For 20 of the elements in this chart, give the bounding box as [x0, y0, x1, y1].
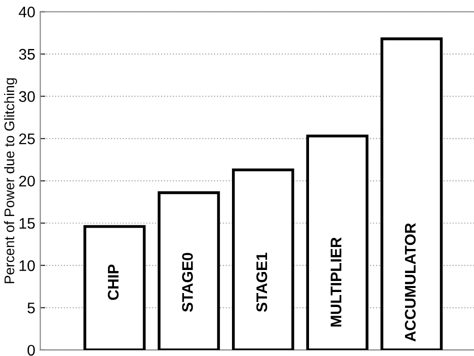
- bar: [83, 225, 146, 350]
- x-tick-label: STAGE0: [182, 252, 193, 312]
- y-tick-label: 30: [19, 91, 35, 102]
- x-tick-label: ACCUMULATOR: [404, 223, 416, 342]
- x-tick-label: CHIP: [108, 264, 119, 300]
- y-tick-label: 15: [20, 218, 35, 229]
- bar: [306, 134, 368, 350]
- y-axis-title: Percent of Power due to Glitching: [4, 78, 18, 284]
- y-tick-label: 0: [28, 344, 35, 356]
- x-tick-label: MULTIPLIER: [330, 237, 342, 327]
- y-tick-label: 35: [19, 48, 35, 60]
- y-tick-label: 5: [28, 302, 35, 314]
- bar: [158, 191, 220, 350]
- bar: [380, 37, 443, 350]
- y-tick-label: 25: [19, 133, 35, 144]
- bar: [232, 168, 294, 350]
- y-tick-label: 20: [19, 176, 35, 187]
- y-tick-label: 40: [18, 6, 35, 18]
- y-tick-label: 10: [20, 260, 35, 272]
- x-tick-label: STAGE1: [256, 252, 268, 312]
